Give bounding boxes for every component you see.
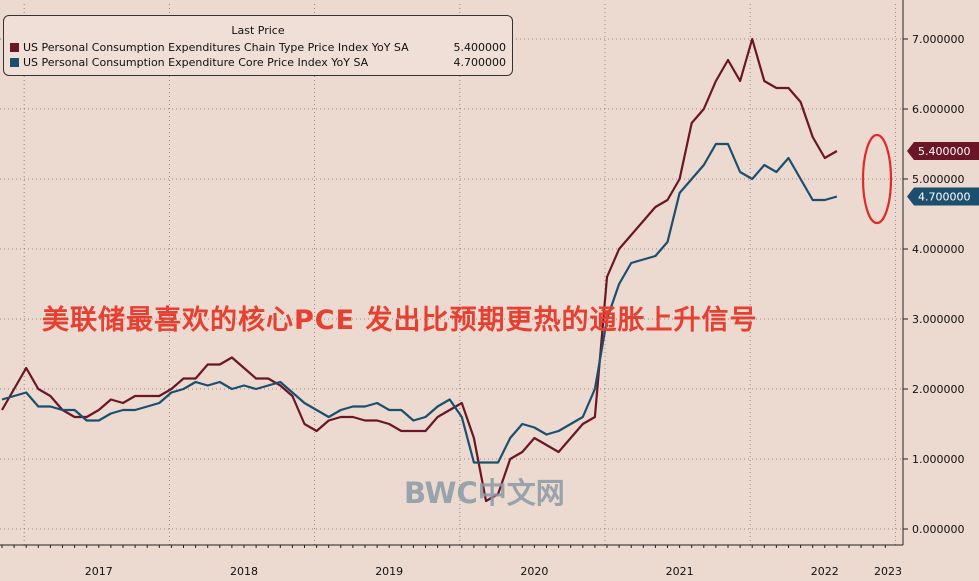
highlight-ellipse [861, 133, 893, 225]
legend: Last Price US Personal Consumption Expen… [3, 15, 513, 76]
x-tick-label: 2023 [874, 565, 902, 578]
y-tick-label: 5.000000 [912, 173, 965, 186]
watermark: BWC中文网 [404, 476, 565, 510]
legend-value-pce: 5.400000 [453, 41, 507, 54]
x-tick-label: 2017 [85, 565, 113, 578]
y-tick-label: 7.000000 [912, 33, 965, 46]
legend-swatch-pce [10, 43, 19, 52]
headline-overlay: 美联储最喜欢的核心PCE 发出比预期更热的通胀上升信号 [42, 305, 758, 336]
y-tick-label: 0.000000 [912, 523, 965, 536]
y-tick-label: 1.000000 [912, 453, 965, 466]
legend-title: Last Price [231, 24, 285, 37]
legend-swatch-core-pce [10, 58, 19, 67]
x-tick-label: 2021 [666, 565, 694, 578]
x-tick-label: 2022 [811, 565, 839, 578]
y-tick-label: 6.000000 [912, 103, 965, 116]
legend-value-core-pce: 4.700000 [453, 56, 507, 69]
last-price-label-pce: 5.400000 [918, 145, 971, 158]
legend-label-pce: US Personal Consumption Expenditures Cha… [23, 41, 409, 54]
y-tick-label: 2.000000 [912, 383, 965, 396]
x-tick-label: 2018 [230, 565, 258, 578]
last-price-label-core-pce: 4.700000 [918, 191, 971, 204]
series-line-core-pce [1, 142, 838, 464]
legend-label-core-pce: US Personal Consumption Expenditure Core… [23, 56, 369, 69]
series-line-pce [1, 37, 838, 503]
legend-item-core-pce: US Personal Consumption Expenditure Core… [10, 56, 506, 70]
last-price-tag-core-pce [907, 187, 979, 206]
y-tick-label: 4.000000 [912, 243, 965, 256]
legend-item-pce: US Personal Consumption Expenditures Cha… [10, 41, 506, 55]
x-tick-label: 2020 [520, 565, 548, 578]
x-tick-label: 2019 [375, 565, 403, 578]
y-tick-label: 3.000000 [912, 313, 965, 326]
last-price-tag-pce [907, 142, 979, 160]
